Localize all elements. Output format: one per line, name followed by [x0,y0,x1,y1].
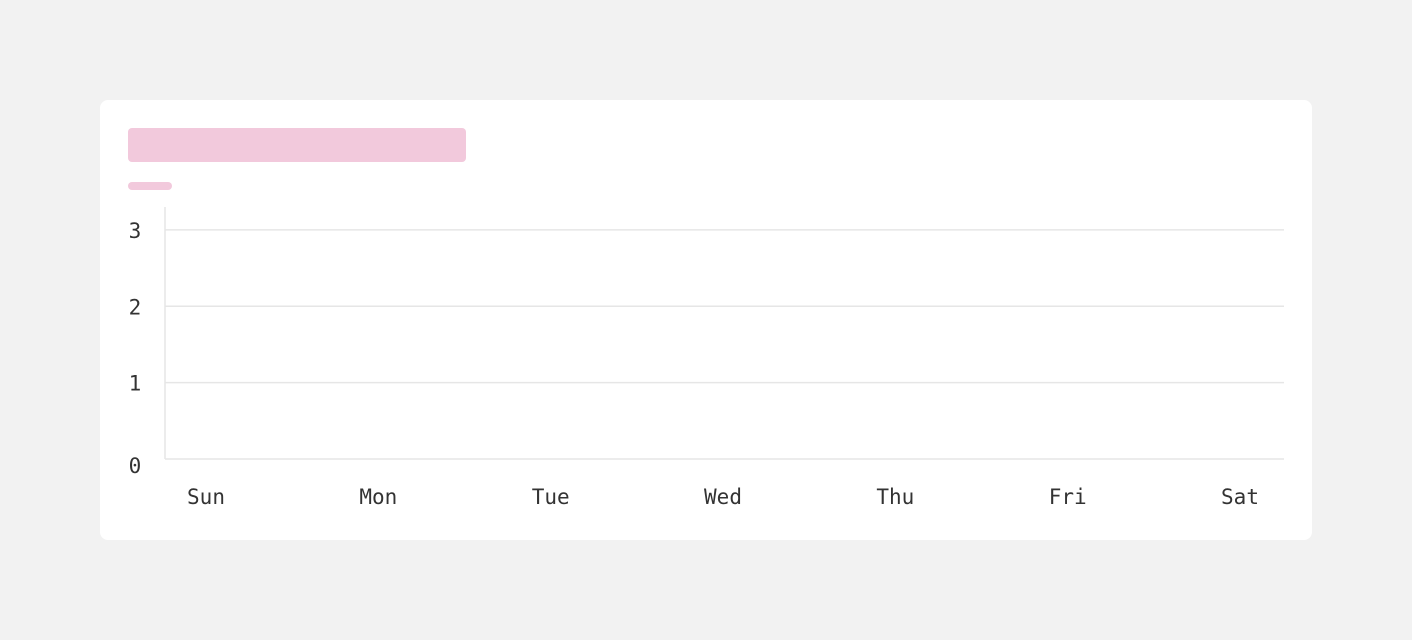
x-tick-label: Sat [1221,485,1259,509]
x-tick-label: Fri [1049,485,1087,509]
y-tick-label: 0 [129,454,142,478]
title-skeleton [128,128,466,162]
x-tick-label: Wed [704,485,742,509]
y-tick-label: 1 [129,372,142,396]
y-tick-label: 2 [129,295,142,319]
x-tick-label: Tue [532,485,570,509]
chart-card [100,100,1312,540]
x-tick-label: Sun [187,485,225,509]
x-tick-label: Mon [359,485,397,509]
subtitle-skeleton [128,182,172,190]
y-tick-label: 3 [129,219,142,243]
x-tick-label: Thu [876,485,914,509]
